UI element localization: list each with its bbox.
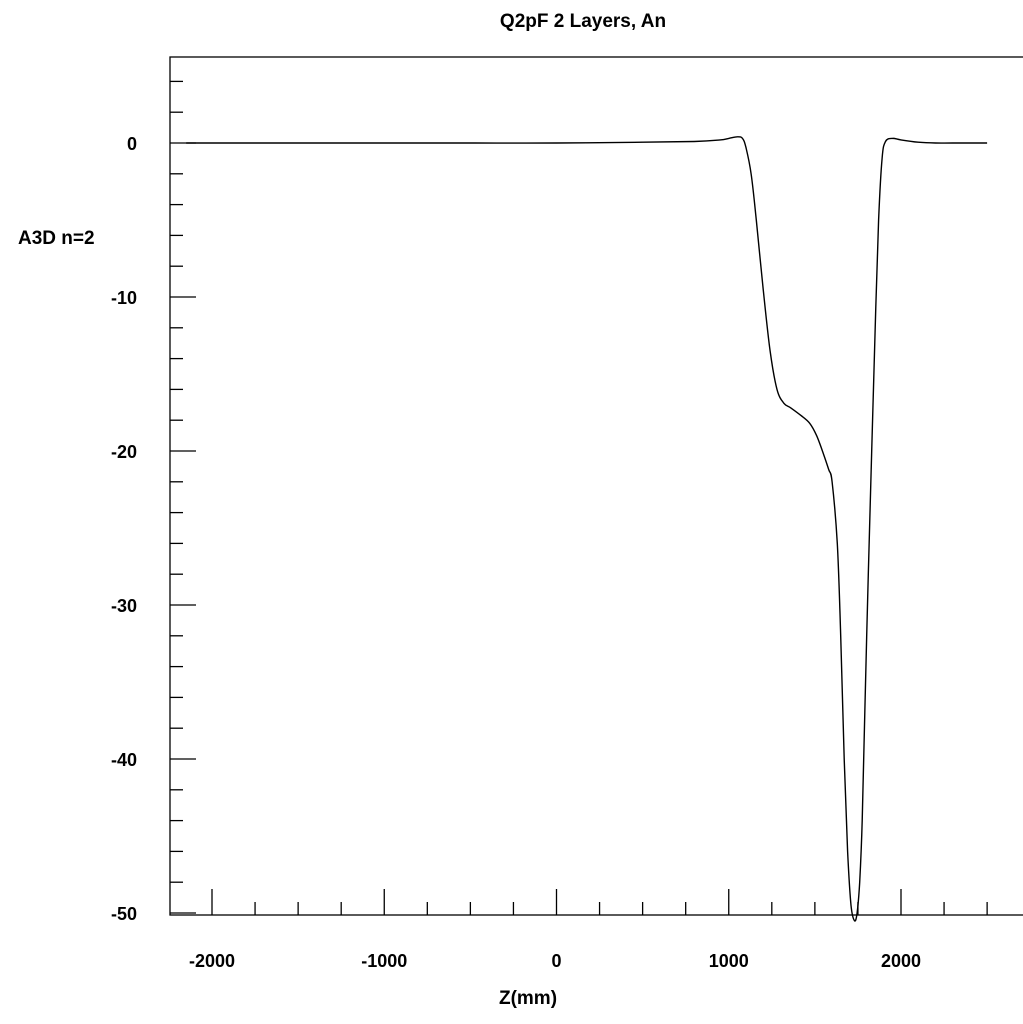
y-tick-label: -20 — [111, 442, 137, 462]
x-axis-label: Z(mm) — [499, 988, 557, 1009]
x-tick-label: 1000 — [709, 951, 749, 971]
y-tick-label: -40 — [111, 750, 137, 770]
series-line — [186, 136, 988, 922]
chart-title: Q2pF 2 Layers, An — [500, 11, 666, 32]
y-axis-tick-labels: 0 -10 -20 -30 -40 -50 — [111, 134, 137, 924]
x-axis-ticks — [211, 889, 988, 915]
y-axis-label: A3D n=2 — [18, 228, 95, 249]
y-tick-label: -50 — [111, 904, 137, 924]
y-axis-ticks — [170, 80, 196, 914]
x-tick-label: 0 — [551, 951, 561, 971]
plot-frame — [169, 56, 1023, 916]
x-axis-tick-labels: -2000 -1000 0 1000 2000 — [189, 951, 921, 971]
x-tick-label: -1000 — [361, 951, 407, 971]
x-tick-label: -2000 — [189, 951, 235, 971]
y-tick-label: 0 — [127, 134, 137, 154]
y-tick-label: -30 — [111, 596, 137, 616]
y-tick-label: -10 — [111, 288, 137, 308]
x-tick-label: 2000 — [881, 951, 921, 971]
